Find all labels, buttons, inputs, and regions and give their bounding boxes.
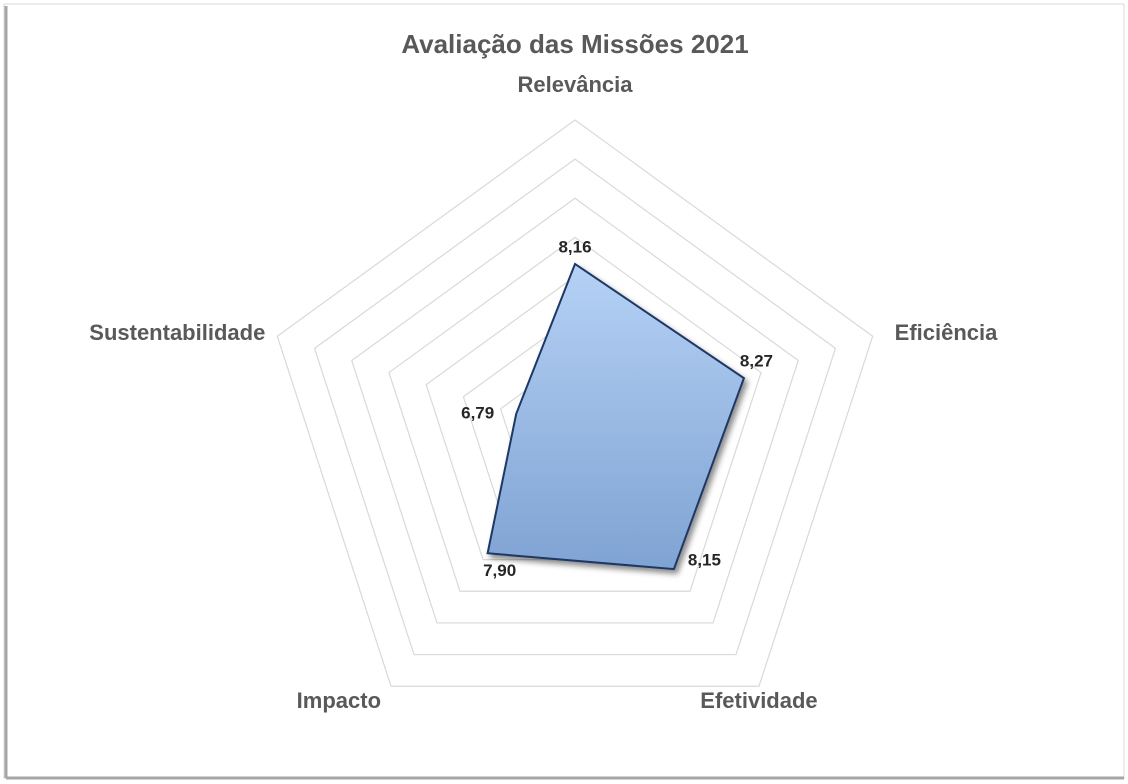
category-label: Relevância [518,72,634,97]
grid-ring [388,236,762,592]
category-label: Impacto [297,688,381,713]
grid-ring [276,119,874,687]
data-label: 6,79 [461,403,494,422]
data-label: 8,27 [740,352,773,371]
category-label: Eficiência [895,320,998,345]
data-label: 7,90 [483,561,516,580]
data-label: 8,16 [558,237,591,256]
category-label: Efetividade [700,688,817,713]
grid-ring [313,158,837,656]
category-label: Sustentabilidade [89,320,265,345]
grid-ring [351,197,799,624]
radar-area [486,262,746,571]
data-label: 8,15 [688,551,721,570]
chart-title: Avaliação das Missões 2021 [401,29,748,59]
